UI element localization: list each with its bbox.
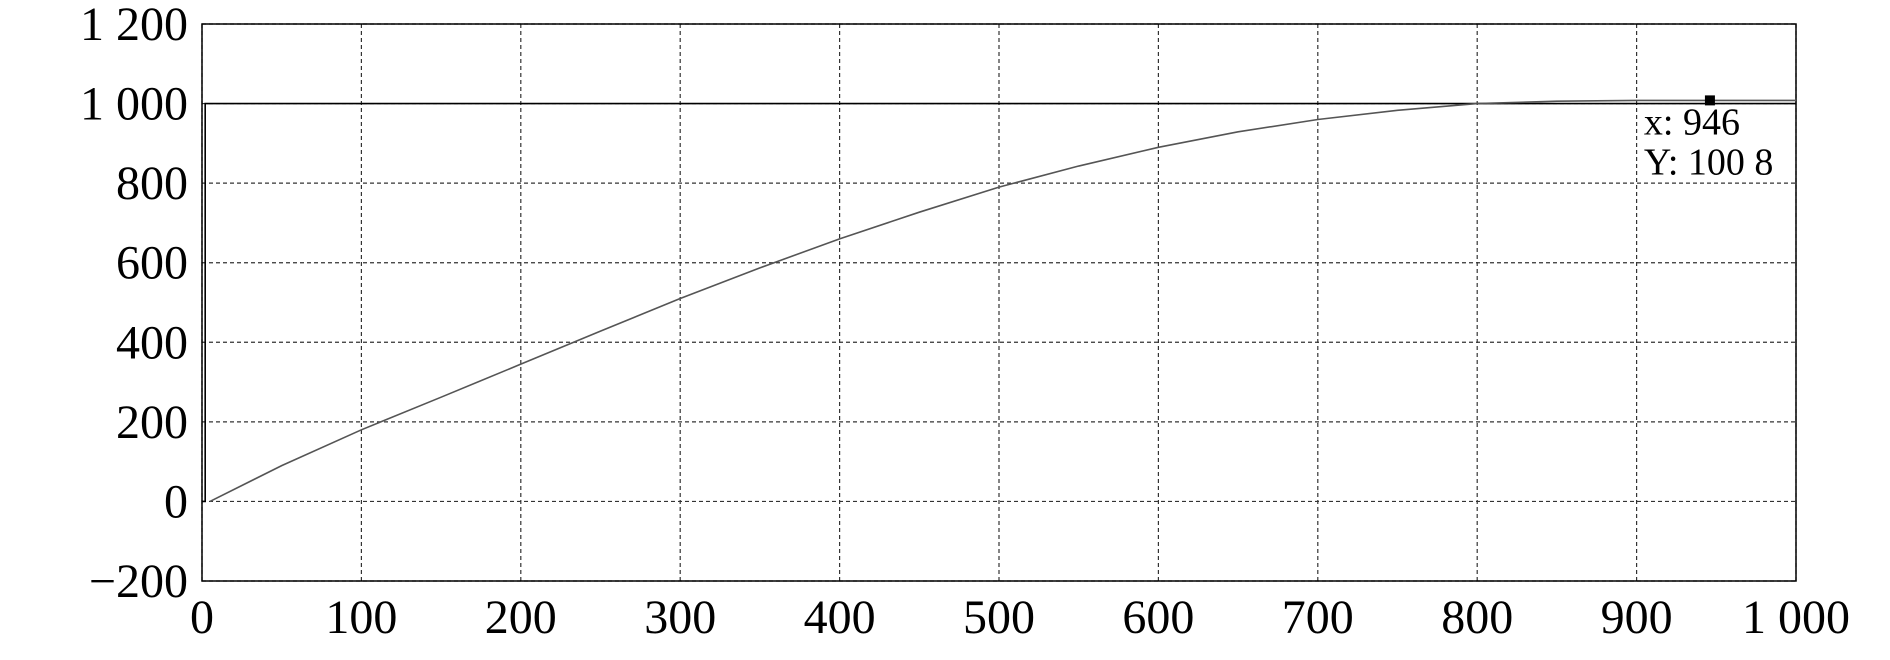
y-tick-label: 1 000 [80, 78, 188, 131]
plot-area [202, 24, 1796, 581]
y-tick-label: 600 [116, 237, 188, 290]
x-tick-label: 100 [325, 591, 397, 644]
x-tick-label: 1 000 [1742, 591, 1850, 644]
x-tick-label: 0 [190, 591, 214, 644]
x-tick-label: 800 [1441, 591, 1513, 644]
y-tick-label: 400 [116, 316, 188, 369]
y-tick-label: −200 [89, 555, 188, 608]
datatip-label: Y: 100 8 [1644, 141, 1774, 183]
x-tick-label: 600 [1122, 591, 1194, 644]
y-tick-label: 200 [116, 396, 188, 449]
x-tick-label: 400 [804, 591, 876, 644]
x-tick-label: 700 [1282, 591, 1354, 644]
datatip-label: x: 946 [1644, 101, 1740, 143]
plot-frame [201, 23, 1797, 582]
y-tick-label: 0 [164, 475, 188, 528]
line-series [202, 102, 1796, 503]
x-tick-label: 900 [1601, 591, 1673, 644]
datatip-marker [1704, 95, 1715, 106]
y-tick-label: 1 200 [80, 0, 188, 51]
x-tick-label: 200 [485, 591, 557, 644]
x-tick-label: 300 [644, 591, 716, 644]
y-tick-label: 800 [116, 157, 188, 210]
line-series [209, 99, 1796, 503]
x-tick-label: 500 [963, 591, 1035, 644]
